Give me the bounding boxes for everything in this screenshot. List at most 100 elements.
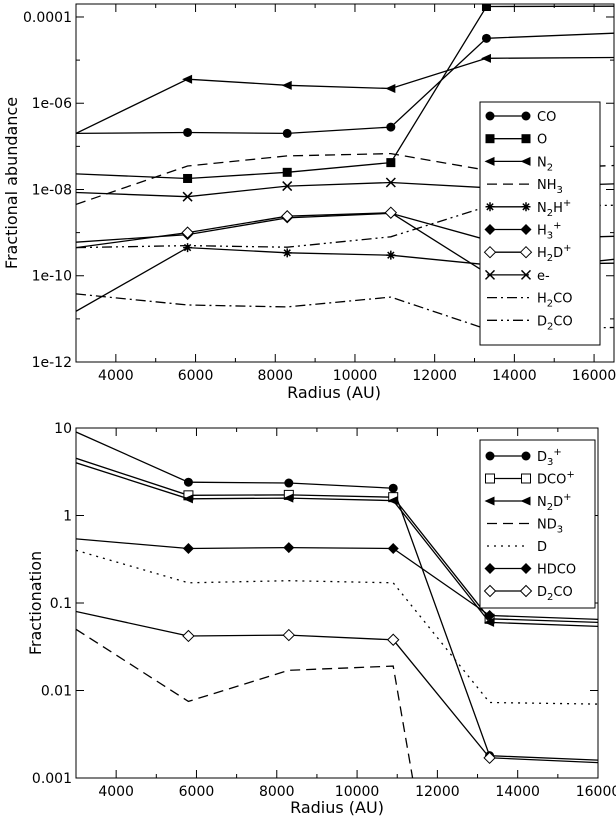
data-point-n2 — [281, 80, 292, 90]
abundance-y-tick-label: 1e-08 — [32, 182, 72, 198]
data-point-hdco — [182, 542, 194, 554]
abundance-legend-label: H2D+ — [537, 243, 572, 264]
series-line-o — [76, 5, 614, 180]
data-point-e — [385, 177, 396, 188]
abundance-legend-marker — [520, 224, 532, 235]
data-point-o — [183, 173, 193, 183]
fractionation-legend-marker — [521, 451, 531, 461]
abundance-y-tick-label: 1e-06 — [32, 96, 72, 112]
abundance-x-ticks: 4000 6000 8000 10000 12000 14000 16000 — [75, 4, 616, 384]
data-point-n2d-plus — [484, 617, 495, 627]
abundance-y-tick-label: 0.0001 — [23, 10, 72, 26]
fractionation-y-tick-label: 0.001 — [32, 771, 72, 787]
fractionation-legend-marker — [520, 496, 531, 506]
data-point-co — [282, 128, 292, 138]
series-line-h2co — [76, 293, 614, 330]
abundance-legend: CO O N2 NH3 N2H+H3+H2D+ e- H2CO D2CO — [479, 101, 601, 346]
fractionation-x-axis-label: Radius (AU) — [290, 798, 384, 817]
fractionation-legend-box — [479, 439, 596, 609]
fractionation-x-tick-label: 16000 — [576, 784, 616, 800]
abundance-legend-label: H2CO — [537, 292, 572, 310]
abundance-legend-label: N2H+ — [537, 198, 571, 219]
abundance-panel: 4000 6000 8000 10000 12000 14000 16000 1e-121e… — [2, 3, 616, 402]
data-point-n2 — [182, 74, 193, 84]
data-point-d3-plus — [183, 477, 193, 487]
data-point-hdco — [484, 609, 496, 621]
series-line-co — [76, 32, 614, 135]
abundance-legend-marker — [520, 156, 531, 166]
fractionation-x-tick-label: 14000 — [495, 784, 540, 800]
fractionation-legend-label: D2CO — [537, 585, 573, 603]
data-point-h2d-plus — [281, 210, 294, 223]
abundance-x-tick-label: 14000 — [492, 368, 537, 384]
abundance-legend-label: e- — [537, 269, 550, 284]
abundance-legend-marker — [485, 134, 495, 144]
series-line-dco-plus — [76, 457, 598, 624]
series-line-nd3 — [76, 628, 414, 778]
data-point-n2 — [480, 53, 491, 63]
fractionation-legend-label: N2D+ — [537, 492, 572, 513]
data-point-n2d-plus — [182, 494, 193, 504]
abundance-legend-box — [479, 101, 601, 346]
data-point-d3-plus — [284, 478, 294, 488]
fractionation-legend-label: HDCO — [537, 563, 576, 578]
fractionation-legend-marker — [484, 496, 495, 506]
fractionation-legend-marker — [485, 473, 495, 484]
data-point-n2h-plus — [183, 243, 193, 253]
fractionation-y-tick-label: 0.1 — [50, 596, 72, 612]
abundance-legend-marker — [484, 156, 495, 166]
abundance-y-tick-label: 1e-12 — [32, 355, 72, 371]
abundance-legend-marker — [484, 269, 496, 280]
abundance-x-tick-label: 12000 — [412, 368, 457, 384]
data-point-hdco — [387, 542, 399, 554]
abundance-legend-marker — [483, 245, 497, 259]
data-point-n2d-plus — [387, 496, 398, 506]
fractionation-y-axis-label: Fractionation — [26, 551, 45, 655]
fractionation-x-tick-label: 10000 — [335, 784, 380, 800]
fractionation-x-tick-label: 4000 — [98, 784, 134, 800]
fractionation-legend: D3+ DCO+ N2D+ ND3 D HDCO D2CO — [479, 439, 596, 609]
fractionation-panel: 4000 6000 8000 10000 12000 14000 16000 0.001 0.… — [26, 421, 616, 817]
fractionation-legend-marker — [519, 584, 533, 598]
fractionation-legend-marker — [483, 584, 497, 598]
abundance-legend-marker — [521, 134, 531, 144]
data-point-d2co — [282, 628, 296, 642]
data-point-n2d-plus — [283, 493, 294, 503]
fractionation-x-tick-label: 8000 — [259, 784, 295, 800]
abundance-legend-marker — [485, 202, 495, 212]
abundance-legend-label: N2 — [537, 155, 553, 173]
fractionation-x-ticks: 4000 6000 8000 10000 12000 14000 16000 — [75, 428, 616, 800]
abundance-y-tick-label: 1e-10 — [32, 269, 72, 285]
fractionation-x-tick-label: 6000 — [179, 784, 215, 800]
data-point-o — [386, 158, 396, 168]
abundance-y-axis-label: Fractional abundance — [2, 97, 21, 269]
fractionation-legend-label: D3+ — [537, 447, 562, 468]
data-point-o — [282, 167, 292, 177]
data-point-n2 — [385, 83, 396, 93]
fractionation-legend-marker — [520, 563, 532, 574]
data-point-n2h-plus — [386, 250, 396, 260]
abundance-x-tick-label: 8000 — [257, 368, 293, 384]
series-line-hdco — [76, 538, 598, 621]
data-point-h2d-plus — [181, 226, 194, 239]
abundance-legend-label: CO — [537, 110, 556, 125]
abundance-legend-marker — [521, 202, 531, 212]
data-point-e — [282, 181, 293, 192]
data-point-hdco — [283, 542, 295, 554]
abundance-x-tick-label: 16000 — [572, 368, 616, 384]
abundance-legend-marker — [485, 111, 495, 121]
abundance-legend-label: O — [537, 133, 547, 148]
series-line-n2 — [76, 56, 614, 134]
series-line-d2co — [76, 610, 598, 764]
fractionation-legend-marker — [484, 563, 496, 574]
series-line-d3-plus — [76, 431, 598, 761]
abundance-x-tick-label: 4000 — [98, 368, 134, 384]
abundance-plot-frame — [75, 3, 615, 363]
fractionation-series-lines — [76, 431, 598, 778]
data-point-d2co — [483, 751, 496, 765]
data-point-o — [481, 4, 491, 12]
data-point-h2d-plus — [384, 206, 398, 219]
data-point-n2h-plus — [282, 248, 292, 258]
data-point-d2co — [182, 629, 195, 643]
